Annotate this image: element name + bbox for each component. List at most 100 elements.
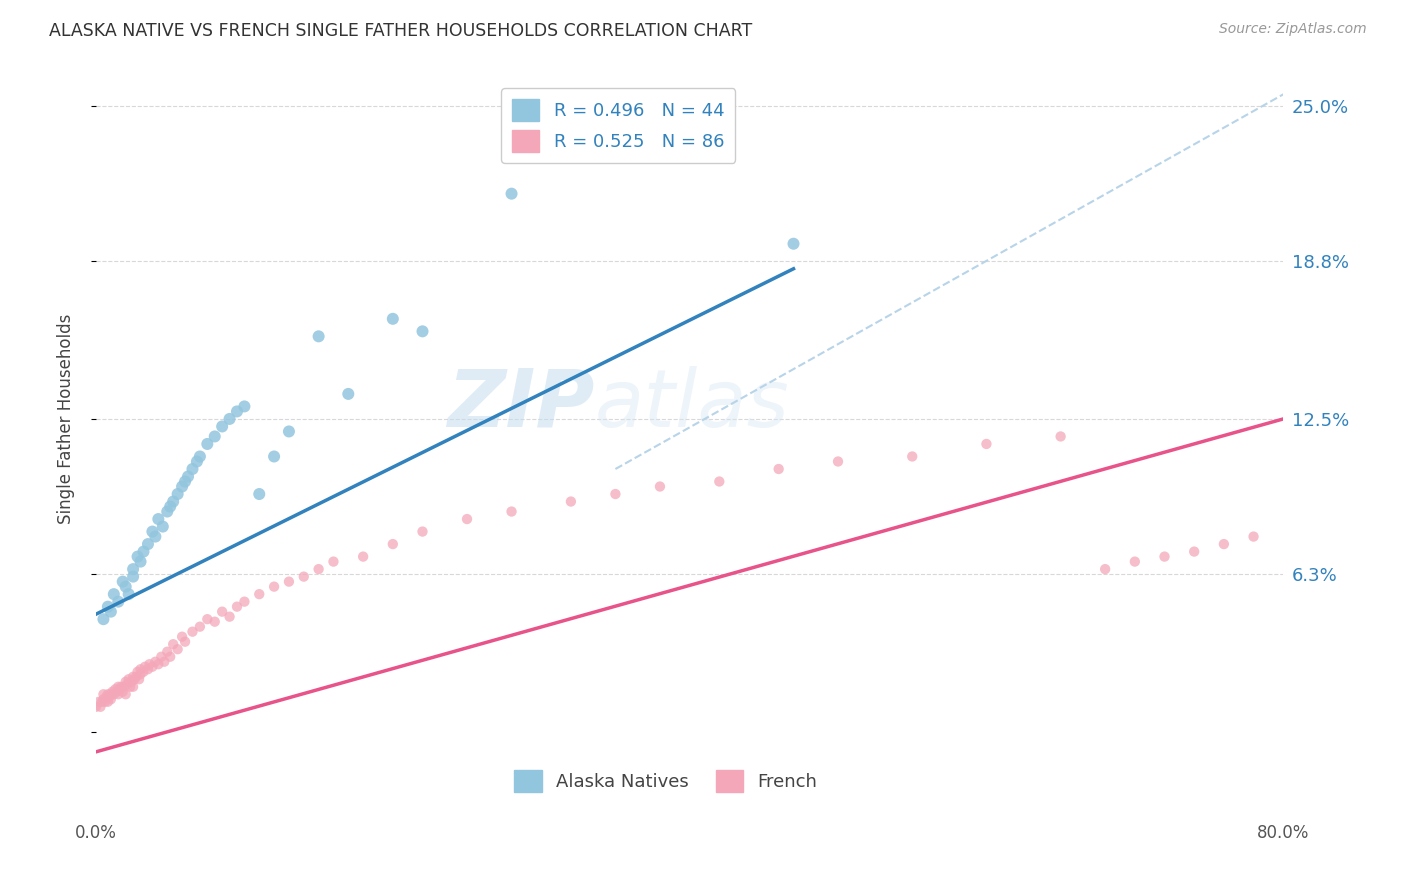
Text: Source: ZipAtlas.com: Source: ZipAtlas.com <box>1219 22 1367 37</box>
Point <box>278 574 301 589</box>
Point <box>162 637 184 651</box>
Point <box>226 404 249 418</box>
Point <box>166 642 188 657</box>
Point <box>156 504 179 518</box>
Point <box>136 537 159 551</box>
Point <box>105 685 128 699</box>
Point <box>112 680 135 694</box>
Text: 80.0%: 80.0% <box>1257 824 1309 842</box>
Point <box>456 512 478 526</box>
Point <box>211 419 233 434</box>
Point <box>145 655 167 669</box>
Point <box>128 672 150 686</box>
Point <box>141 659 163 673</box>
Point <box>97 687 120 701</box>
Point <box>124 672 146 686</box>
Point <box>1049 429 1071 443</box>
Point <box>84 699 107 714</box>
Point <box>118 587 141 601</box>
Point <box>292 569 315 583</box>
Point <box>177 469 200 483</box>
Point <box>1243 530 1265 544</box>
Y-axis label: Single Father Households: Single Father Households <box>58 314 75 524</box>
Point <box>97 599 120 614</box>
Point <box>103 587 125 601</box>
Point <box>145 530 167 544</box>
Point <box>560 494 582 508</box>
Point <box>107 680 129 694</box>
Point <box>132 544 155 558</box>
Point <box>129 662 152 676</box>
Point <box>101 685 124 699</box>
Point <box>174 634 197 648</box>
Point <box>87 695 110 709</box>
Point <box>233 595 256 609</box>
Point <box>132 665 155 679</box>
Point <box>122 670 145 684</box>
Point <box>148 512 170 526</box>
Point <box>648 479 671 493</box>
Point <box>114 674 136 689</box>
Point <box>211 605 233 619</box>
Point <box>122 562 145 576</box>
Point <box>204 615 226 629</box>
Point <box>263 450 285 464</box>
Point <box>605 487 627 501</box>
Point <box>381 537 404 551</box>
Point <box>218 412 240 426</box>
Point <box>115 677 138 691</box>
Point <box>150 649 173 664</box>
Point <box>127 549 149 564</box>
Point <box>100 687 122 701</box>
Point <box>89 699 111 714</box>
Point <box>121 674 143 689</box>
Point <box>96 690 118 704</box>
Point <box>111 574 134 589</box>
Point <box>172 630 194 644</box>
Point <box>93 612 115 626</box>
Point <box>186 454 208 468</box>
Point <box>181 624 204 639</box>
Point <box>181 462 204 476</box>
Point <box>152 519 174 533</box>
Point <box>501 504 523 518</box>
Point <box>188 620 211 634</box>
Point <box>352 549 374 564</box>
Point <box>278 425 301 439</box>
Point <box>125 670 148 684</box>
Point <box>103 687 125 701</box>
Text: 0.0%: 0.0% <box>75 824 117 842</box>
Point <box>247 487 270 501</box>
Point <box>162 494 184 508</box>
Point <box>127 665 149 679</box>
Point <box>976 437 998 451</box>
Point <box>156 645 179 659</box>
Point <box>138 657 160 672</box>
Point <box>94 695 117 709</box>
Point <box>97 695 120 709</box>
Point <box>1153 549 1175 564</box>
Point <box>104 682 127 697</box>
Point <box>263 580 285 594</box>
Point <box>575 49 598 63</box>
Point <box>122 680 145 694</box>
Legend: Alaska Natives, French: Alaska Natives, French <box>508 763 824 799</box>
Point <box>411 524 433 539</box>
Point <box>233 400 256 414</box>
Point <box>381 311 404 326</box>
Point <box>120 680 142 694</box>
Point <box>1123 555 1146 569</box>
Point <box>98 690 121 704</box>
Point <box>114 580 136 594</box>
Point <box>91 695 114 709</box>
Point <box>100 692 122 706</box>
Point <box>247 587 270 601</box>
Point <box>195 437 218 451</box>
Point <box>308 562 330 576</box>
Point <box>1212 537 1234 551</box>
Point <box>141 524 163 539</box>
Point <box>108 682 131 697</box>
Point <box>166 487 188 501</box>
Point <box>501 186 523 201</box>
Point <box>188 450 211 464</box>
